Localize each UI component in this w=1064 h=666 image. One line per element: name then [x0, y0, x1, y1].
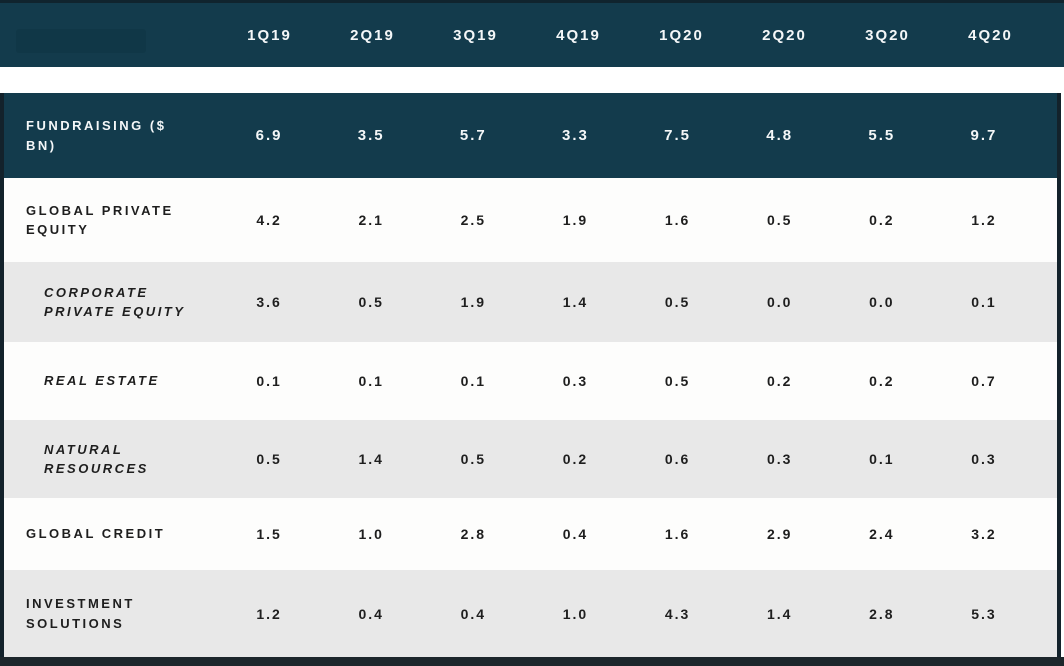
cell-real-estate-1q20: 0.5	[664, 373, 691, 389]
cell-global-credit-4q19: 0.4	[562, 526, 589, 542]
header-logo-watermark	[16, 29, 146, 53]
cell-fundraising-bn-3q20: 5.5	[868, 127, 896, 144]
table-row-global-credit: GLOBAL CREDIT 1.5 1.0 2.8 0.4 1.6 2.9 2.4 3.2	[4, 498, 1057, 570]
cell-real-estate-1q19: 0.1	[256, 373, 282, 389]
cell-global-private-equity-2q19: 2.1	[358, 212, 384, 228]
table-row-fundraising-bn: FUNDRAISING ($ BN) 6.9 3.5 5.7 3.3 7.5 4.8 5.5 9…	[4, 93, 1057, 178]
table-row-natural-resources: NATURAL RESOURCES 0.5 1.4 0.5 0.2 0.6 0.3 0.1 0.…	[4, 420, 1057, 498]
row-label-global-credit: GLOBAL CREDIT	[26, 526, 166, 542]
cell-investment-solutions-1q20: 4.3	[664, 605, 691, 622]
cell-fundraising-bn-3q19: 5.7	[459, 127, 487, 144]
cell-investment-solutions-1q19: 1.2	[256, 605, 282, 622]
column-header-4q19: 4Q19	[556, 26, 601, 44]
cell-real-estate-3q19: 0.1	[460, 373, 487, 389]
row-label-corporate-private-equity: CORPORATE PRIVATE EQUITY	[44, 284, 186, 320]
bottom-edge-bar	[0, 657, 1064, 666]
cell-corporate-private-equity-1q20: 0.5	[664, 294, 691, 310]
column-header-3q19: 3Q19	[453, 26, 498, 44]
cell-investment-solutions-2q19: 0.4	[358, 605, 384, 622]
cell-global-private-equity-1q20: 1.6	[664, 212, 691, 228]
table-row-corporate-private-equity: CORPORATE PRIVATE EQUITY 3.6 0.5 1.9 1.4 0.5 0…	[4, 262, 1057, 342]
column-header-3q20: 3Q20	[865, 26, 910, 44]
cell-natural-resources-2q20: 0.3	[766, 451, 793, 467]
cell-real-estate-2q19: 0.1	[358, 373, 384, 389]
cell-global-private-equity-1q19: 4.2	[256, 212, 282, 228]
cell-corporate-private-equity-4q20: 0.1	[971, 294, 997, 310]
cell-global-credit-1q19: 1.5	[256, 526, 282, 542]
cell-natural-resources-1q20: 0.6	[664, 451, 691, 467]
cell-investment-solutions-4q19: 1.0	[562, 605, 589, 622]
cell-corporate-private-equity-1q19: 3.6	[256, 294, 282, 310]
cell-global-credit-2q20: 2.9	[766, 526, 793, 542]
cell-global-credit-2q19: 1.0	[358, 526, 384, 542]
cell-global-credit-3q20: 2.4	[869, 526, 895, 542]
fundraising-table-body: FUNDRAISING ($ BN) 6.9 3.5 5.7 3.3 7.5 4.8 5.5 9…	[0, 93, 1061, 657]
cell-real-estate-4q20: 0.7	[971, 373, 997, 389]
cell-global-private-equity-4q19: 1.9	[562, 212, 589, 228]
cell-corporate-private-equity-2q20: 0.0	[766, 294, 793, 310]
cell-corporate-private-equity-3q19: 1.9	[460, 294, 487, 310]
cell-natural-resources-1q19: 0.5	[256, 451, 282, 467]
cell-corporate-private-equity-2q19: 0.5	[358, 294, 384, 310]
row-label-investment-solutions: INVESTMENT SOLUTIONS	[26, 596, 135, 631]
cell-investment-solutions-3q19: 0.4	[460, 605, 487, 622]
cell-global-credit-3q19: 2.8	[460, 526, 487, 542]
column-header-1q20: 1Q20	[659, 26, 704, 44]
row-label-natural-resources: NATURAL RESOURCES	[44, 441, 149, 477]
row-label-real-estate: REAL ESTATE	[44, 373, 160, 389]
cell-global-private-equity-4q20: 1.2	[971, 212, 997, 228]
cell-natural-resources-2q19: 1.4	[358, 451, 384, 467]
cell-fundraising-bn-2q19: 3.5	[357, 127, 385, 144]
cell-global-private-equity-3q20: 0.2	[869, 212, 895, 228]
header-label-spacer	[0, 3, 218, 67]
cell-corporate-private-equity-4q19: 1.4	[562, 294, 589, 310]
header-table-gap	[0, 67, 1064, 93]
cell-fundraising-bn-4q19: 3.3	[562, 127, 589, 144]
cell-global-private-equity-3q19: 2.5	[460, 212, 487, 228]
cell-investment-solutions-4q20: 5.3	[971, 605, 997, 622]
cell-real-estate-4q19: 0.3	[562, 373, 589, 389]
cell-natural-resources-4q20: 0.3	[971, 451, 997, 467]
row-label-global-private-equity: GLOBAL PRIVATE EQUITY	[26, 202, 174, 238]
cell-global-private-equity-2q20: 0.5	[766, 212, 793, 228]
cell-real-estate-2q20: 0.2	[766, 373, 793, 389]
cell-corporate-private-equity-3q20: 0.0	[869, 294, 895, 310]
cell-global-credit-1q20: 1.6	[664, 526, 691, 542]
quarter-header-bar: 1Q19 2Q19 3Q19 4Q19 1Q20 2Q20 3Q20 4Q20	[0, 0, 1064, 67]
cell-natural-resources-4q19: 0.2	[562, 451, 589, 467]
cell-natural-resources-3q19: 0.5	[460, 451, 487, 467]
cell-investment-solutions-2q20: 1.4	[766, 605, 793, 622]
cell-global-credit-4q20: 3.2	[971, 526, 997, 542]
cell-real-estate-3q20: 0.2	[869, 373, 895, 389]
table-row-investment-solutions: INVESTMENT SOLUTIONS 1.2 0.4 0.4 1.0 4.3 1.4 2.…	[4, 570, 1057, 657]
cell-fundraising-bn-2q20: 4.8	[766, 127, 794, 144]
column-header-2q19: 2Q19	[350, 26, 395, 44]
column-header-2q20: 2Q20	[762, 26, 807, 44]
cell-investment-solutions-3q20: 2.8	[869, 605, 895, 622]
cell-fundraising-bn-4q20: 9.7	[970, 127, 998, 144]
cell-fundraising-bn-1q20: 7.5	[664, 127, 691, 144]
column-header-1q19: 1Q19	[247, 26, 292, 44]
row-label-fundraising-bn: FUNDRAISING ($ BN)	[26, 118, 167, 153]
cell-fundraising-bn-1q19: 6.9	[255, 127, 283, 144]
table-row-real-estate: REAL ESTATE 0.1 0.1 0.1 0.3 0.5 0.2 0.2 0.7	[4, 342, 1057, 420]
column-header-4q20: 4Q20	[968, 26, 1013, 44]
table-row-global-private-equity: GLOBAL PRIVATE EQUITY 4.2 2.1 2.5 1.9 1.6 0.5 0…	[4, 178, 1057, 262]
cell-natural-resources-3q20: 0.1	[869, 451, 895, 467]
